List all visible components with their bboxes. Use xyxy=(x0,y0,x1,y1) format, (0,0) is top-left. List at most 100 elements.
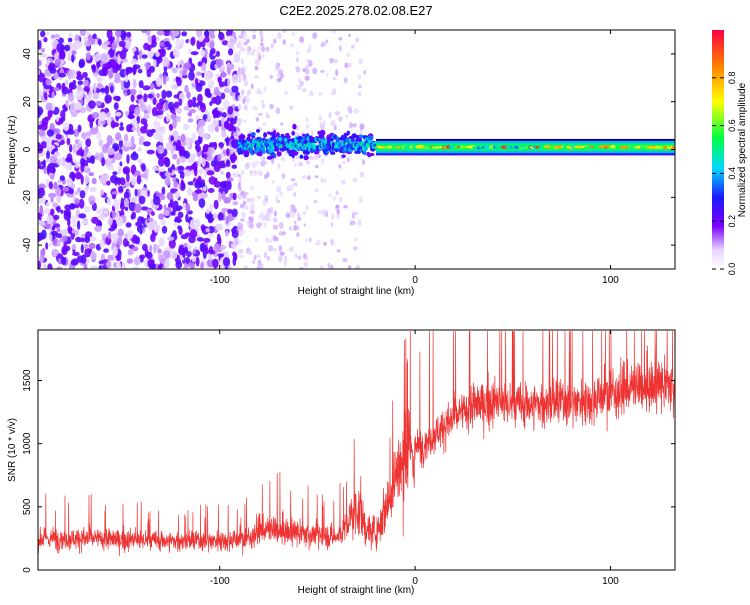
heatmap-cell xyxy=(53,151,60,158)
heatmap-cell xyxy=(148,263,157,269)
heatmap-cell xyxy=(114,152,123,161)
x-tick-label: 100 xyxy=(602,275,619,286)
heatmap-cell xyxy=(178,146,185,153)
heatmap-cell xyxy=(338,116,343,122)
heatmap-cell xyxy=(198,168,204,175)
heatmap-y-label: Frequency (Hz) xyxy=(7,116,18,185)
heatmap-cell xyxy=(205,228,210,233)
x-tick-label: 0 xyxy=(412,275,418,286)
heatmap-cell xyxy=(205,208,210,214)
heatmap-cell xyxy=(43,85,51,90)
heatmap-cell xyxy=(313,199,318,204)
heatmap-cell xyxy=(291,211,296,219)
heatmap-cell xyxy=(115,30,122,38)
heatmap-cell xyxy=(293,191,297,198)
heatmap-cell xyxy=(330,242,336,246)
heatmap-cell xyxy=(95,125,99,134)
snr-y-label: SNR (10 * v/v) xyxy=(7,418,18,482)
heatmap-cell xyxy=(38,232,42,242)
heatmap-cell xyxy=(55,187,62,197)
heatmap-cell xyxy=(62,104,67,110)
heatmap-cell xyxy=(237,185,242,189)
heatmap-cell xyxy=(200,102,206,113)
heatmap-cell xyxy=(272,153,277,157)
heatmap-cell xyxy=(84,236,91,243)
heatmap-cell xyxy=(38,129,46,137)
heatmap-cell xyxy=(156,92,160,99)
heatmap-cell xyxy=(56,205,61,213)
heatmap-cell xyxy=(217,77,222,84)
heatmap-cell xyxy=(332,76,337,81)
heatmap-cell xyxy=(114,72,121,83)
heatmap-cell xyxy=(71,54,75,63)
heatmap-cell xyxy=(81,132,86,139)
heatmap-cell xyxy=(46,139,52,150)
heatmap-cell xyxy=(318,91,323,96)
heatmap-cell xyxy=(107,217,113,226)
heatmap-cell xyxy=(296,232,300,238)
heatmap-cell xyxy=(67,53,72,62)
heatmap-cell xyxy=(263,221,267,228)
heatmap-cell xyxy=(164,101,169,111)
heatmap-cell xyxy=(296,57,299,63)
heatmap-cell xyxy=(77,80,84,86)
heatmap-cell xyxy=(122,32,127,39)
colorbar-tick-label: 0.6 xyxy=(727,119,737,132)
heatmap-cell xyxy=(87,151,92,158)
heatmap-cell xyxy=(132,78,137,89)
heatmap-cell xyxy=(216,233,221,243)
heatmap-cell xyxy=(196,39,202,50)
heatmap-cell xyxy=(198,198,206,208)
heatmap-cell xyxy=(163,209,170,216)
heatmap-cell xyxy=(138,195,146,205)
heatmap-cell xyxy=(196,30,203,37)
heatmap-cell xyxy=(213,90,222,96)
heatmap-cell xyxy=(177,225,182,230)
heatmap-cell xyxy=(335,204,340,209)
heatmap-cell xyxy=(330,222,334,228)
heatmap-cell xyxy=(355,265,361,269)
heatmap-cell xyxy=(330,264,334,269)
heatmap-cell xyxy=(195,256,200,267)
heatmap-cell xyxy=(213,243,221,253)
heatmap-cell xyxy=(280,122,284,126)
heatmap-cell xyxy=(85,138,92,148)
heatmap-cell xyxy=(188,48,192,55)
heatmap-cell xyxy=(165,90,173,98)
heatmap-cell xyxy=(246,47,250,53)
heatmap-cell xyxy=(350,220,356,226)
heatmap-cell xyxy=(173,101,180,109)
heatmap-cell xyxy=(314,164,319,169)
heatmap-cell xyxy=(42,265,48,269)
heatmap-cell xyxy=(91,177,97,185)
heatmap-cell xyxy=(368,152,375,157)
heatmap-cell xyxy=(158,157,165,167)
heatmap-cell xyxy=(238,176,242,180)
heatmap-cell xyxy=(225,230,229,237)
heatmap-cell xyxy=(275,107,281,115)
heatmap-cell xyxy=(180,39,185,45)
heatmap-cell xyxy=(118,40,126,48)
heatmap-cell xyxy=(240,190,246,196)
heatmap-cell xyxy=(85,258,91,264)
heatmap-cell xyxy=(207,111,211,121)
heatmap-cell xyxy=(190,37,196,46)
heatmap-cell xyxy=(46,150,50,159)
heatmap-cell xyxy=(250,83,254,90)
heatmap-cell xyxy=(76,71,82,78)
heatmap-cell xyxy=(152,97,157,105)
heatmap-cell xyxy=(99,53,108,63)
heatmap-cell xyxy=(93,82,97,93)
heatmap-cell xyxy=(137,147,142,152)
heatmap-cell xyxy=(141,54,148,59)
heatmap-cell xyxy=(336,249,341,253)
heatmap-cell xyxy=(223,99,230,110)
heatmap-cell xyxy=(245,96,250,104)
heatmap-cell xyxy=(304,75,310,81)
heatmap-cell xyxy=(98,38,102,46)
heatmap-cell xyxy=(188,70,195,81)
heatmap-cell xyxy=(70,69,76,79)
heatmap-cell xyxy=(161,225,168,234)
heatmap-cell xyxy=(172,145,176,152)
heatmap-cell xyxy=(296,226,300,230)
